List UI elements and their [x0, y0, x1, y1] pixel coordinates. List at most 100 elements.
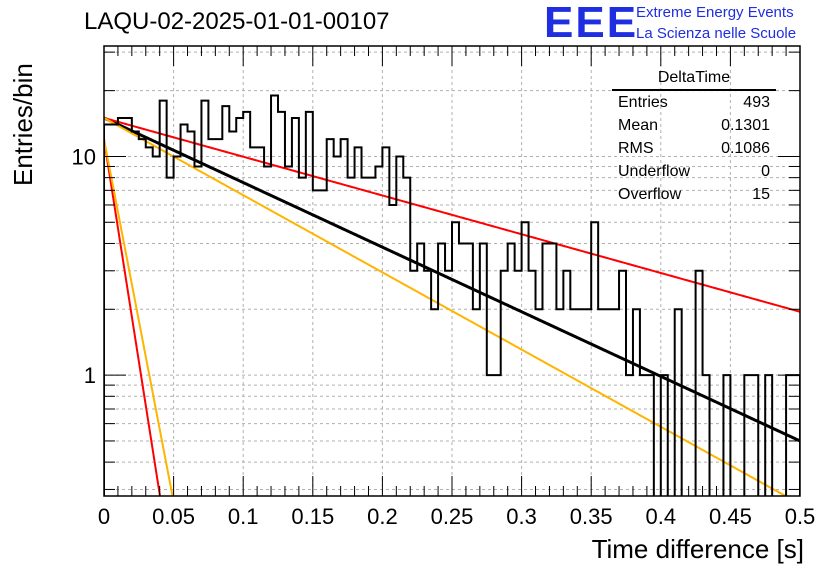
histogram-bin [598, 309, 605, 496]
histogram-bin [362, 178, 369, 496]
stats-label: Mean [618, 117, 659, 134]
histogram-bin [264, 166, 271, 496]
x-tick-label: 0.5 [785, 504, 816, 529]
stats-row-entries: Entries 493 [612, 91, 776, 114]
histogram-bin [786, 375, 793, 496]
stats-row-overflow: Overflow 15 [612, 183, 776, 206]
fit-curves [104, 116, 800, 496]
histogram-bin [299, 178, 306, 496]
histogram-bin [327, 139, 334, 496]
histogram-bin [194, 166, 201, 496]
chart-title: LAQU-02-2025-01-01-00107 [84, 8, 390, 35]
histogram-bin [229, 132, 236, 496]
histogram-bin [703, 375, 710, 496]
histogram-bin [382, 147, 389, 496]
x-axis-label: Time difference [s] [591, 534, 804, 564]
histogram-bin [744, 375, 751, 496]
histogram-bin [306, 112, 313, 496]
histogram-bin [536, 309, 543, 496]
histogram-bin [793, 375, 800, 496]
stats-label: Entries [618, 94, 668, 111]
x-tick-label: 0.3 [506, 504, 537, 529]
histogram-bin [153, 156, 160, 496]
plot-frame [103, 45, 801, 497]
histogram-bin [222, 106, 229, 496]
x-tick-label: 0.1 [228, 504, 259, 529]
histogram-bin [146, 147, 153, 496]
x-tick-label: 0.15 [291, 504, 334, 529]
histogram-outline [104, 94, 800, 496]
stats-value: 0.1086 [721, 140, 770, 157]
histogram-bin [612, 309, 619, 496]
histogram-bin [285, 166, 292, 496]
histogram-bin [452, 222, 459, 496]
histogram-bin [591, 222, 598, 496]
stats-title: DeltaTime [612, 68, 776, 91]
histogram-bin [577, 309, 584, 496]
histogram-bin [696, 271, 703, 496]
histogram-bin [410, 271, 417, 496]
histogram-bin [111, 125, 118, 496]
histogram-bin [396, 156, 403, 496]
stats-row-rms: RMS 0.1086 [612, 137, 776, 160]
stats-value: 15 [752, 186, 770, 203]
histogram-bin [341, 139, 348, 496]
histogram-bin [174, 156, 181, 496]
histogram-bin [487, 375, 494, 496]
stats-label: RMS [618, 140, 654, 157]
histogram-bin [208, 139, 215, 496]
histogram-bin [529, 271, 536, 496]
histogram-bin [257, 147, 264, 496]
x-tick-label: 0.2 [367, 504, 398, 529]
histogram-bin [118, 118, 125, 496]
histogram-bin [250, 147, 257, 496]
histogram-bin [675, 309, 682, 496]
x-tick-label: 0.05 [152, 504, 195, 529]
histogram-bin [445, 271, 452, 496]
histogram-bin [243, 112, 250, 496]
histogram [104, 94, 800, 496]
histogram-bin [334, 156, 341, 496]
histogram-bin [765, 375, 772, 496]
histogram-bin [633, 309, 640, 496]
histogram-bin [125, 118, 132, 496]
histogram-bin [501, 271, 508, 496]
histogram-bin [522, 222, 529, 496]
histogram-bin [619, 271, 626, 496]
histogram-bin [417, 243, 424, 496]
histogram-bin [355, 147, 362, 496]
histogram-bin [515, 271, 522, 496]
x-tick-label: 0.35 [570, 504, 613, 529]
histogram-bin [723, 375, 730, 496]
stats-row-underflow: Underflow 0 [612, 160, 776, 183]
stats-row-mean: Mean 0.1301 [612, 114, 776, 137]
histogram-bin [215, 139, 222, 496]
histogram-bin [389, 205, 396, 496]
logo-line-1: Extreme Energy Events [636, 4, 794, 21]
histogram-bin [508, 243, 515, 496]
histogram-bin [236, 118, 243, 496]
histogram-bin [751, 375, 758, 496]
eee-logo: EEE Extreme Energy Events La Scienza nel… [544, 0, 834, 47]
stats-label: Overflow [618, 186, 682, 203]
histogram-bin [160, 101, 167, 496]
histogram-bin [403, 178, 410, 496]
x-tick-label: 0.45 [709, 504, 752, 529]
histogram-bin [313, 190, 320, 496]
histogram-bin [104, 125, 111, 496]
histogram-bin [368, 178, 375, 496]
axes: 1 10 0 0.05 0.1 0.15 0.2 0.25 0.3 0.35 0.4 0.45 0.5 [72, 45, 816, 529]
histogram-bin [549, 243, 556, 496]
histogram-bin [438, 243, 445, 496]
histogram-bin [473, 309, 480, 496]
histogram-bin [640, 375, 647, 496]
histogram-bin [466, 243, 473, 496]
histogram-bin [271, 96, 278, 496]
histogram-bin [480, 243, 487, 496]
histogram-bin [556, 309, 563, 496]
eee-logo-mark: EEE [544, 0, 639, 47]
histogram-bin [320, 190, 327, 496]
histogram-bin [132, 132, 139, 496]
histogram-bin [584, 309, 591, 496]
